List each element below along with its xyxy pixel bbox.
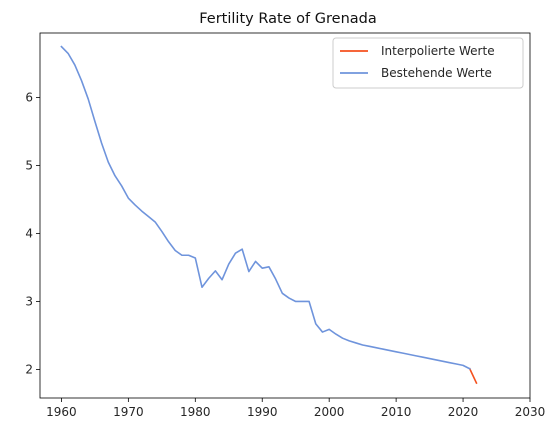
x-tick-label: 1980 xyxy=(180,405,211,419)
x-tick-label: 2010 xyxy=(381,405,412,419)
legend: Interpolierte Werte Bestehende Werte xyxy=(332,37,524,89)
legend-label-interpolierte-werte: Interpolierte Werte xyxy=(381,44,495,58)
plot-area: 1960 1970 1980 1990 2000 2010 2020 2030 2 3 4 5 6 xyxy=(25,32,546,419)
plot-frame xyxy=(39,32,531,399)
chart-title: Fertility Rate of Grenada xyxy=(199,11,376,27)
y-tick-label: 4 xyxy=(25,227,33,241)
y-tick-label: 2 xyxy=(25,362,33,376)
y-tick-label: 3 xyxy=(25,294,33,308)
x-tick-label: 1970 xyxy=(113,405,144,419)
legend-label-bestehende-werte: Bestehende Werte xyxy=(381,66,492,80)
x-tick-label: 2030 xyxy=(515,405,546,419)
x-tick-label: 1960 xyxy=(46,405,77,419)
x-tick-label: 1990 xyxy=(247,405,278,419)
series-line-interpolierte-werte xyxy=(468,367,478,385)
x-tick-label: 2020 xyxy=(448,405,479,419)
y-tick-label: 6 xyxy=(25,91,33,105)
y-tick-label: 5 xyxy=(25,159,33,173)
x-tick-label: 2000 xyxy=(314,405,345,419)
series-line-bestehende-werte xyxy=(60,45,471,370)
legend-box xyxy=(332,37,524,89)
